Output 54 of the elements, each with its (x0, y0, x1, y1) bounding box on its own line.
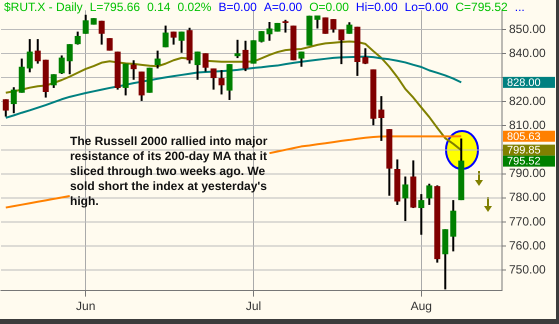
candlestick (362, 47, 368, 66)
x-tick-label: Jul (246, 299, 262, 314)
y-tick-label: 780.00 (509, 190, 546, 204)
candlestick (426, 182, 432, 206)
candlestick (138, 70, 145, 102)
candlestick (314, 14, 320, 30)
candlestick (330, 18, 336, 34)
candlestick (346, 21, 352, 35)
y-tick-label: 820.00 (509, 94, 546, 108)
text: L=795.66 0.14 0.02% B=0.00 A=0.00 O=0.00 Hi=0.00 Lo=0.00 C=795.52 ... (90, 0, 525, 14)
text: 828.00 (507, 76, 541, 89)
y-tick-label: 840.00 (509, 46, 546, 60)
candlestick (50, 73, 57, 89)
chart-title: $RUT.X - Daily (4, 0, 83, 14)
candlestick (378, 95, 384, 142)
y-tick-label: 790.00 (509, 166, 546, 180)
candlestick (130, 59, 137, 81)
candlestick (106, 37, 113, 52)
y-tick-label: 750.00 (509, 262, 546, 276)
candlestick (82, 14, 89, 35)
candlestick (98, 20, 105, 46)
y-tick-label: 770.00 (509, 214, 546, 228)
candlestick (418, 193, 424, 236)
candlestick (58, 54, 65, 75)
x-tick-label: Aug (410, 299, 432, 314)
candlestick (10, 86, 17, 114)
candlestick (298, 50, 304, 68)
candlestick (26, 38, 33, 74)
candlestick (242, 40, 249, 72)
candlestick (162, 24, 169, 48)
candlestick (210, 67, 217, 91)
candlestick (282, 18, 288, 34)
y-tick-label: 810.00 (509, 118, 546, 132)
annotation: The Russell 2000 rallied into major resistance of its 200-day MA that it sliced through two weeks ago. We sold short the index at yesterday's high. (70, 134, 268, 209)
candlestick (194, 50, 201, 81)
candlestick (74, 30, 81, 46)
candlestick (266, 20, 272, 42)
x-tick-label: Jun (76, 299, 96, 314)
candlestick (258, 30, 264, 44)
candlestick (154, 50, 161, 70)
candlestick (178, 30, 185, 54)
candlestick (66, 43, 73, 76)
text: 795.52 (507, 156, 541, 168)
text: 799.85 (507, 144, 541, 157)
candlestick (322, 16, 328, 35)
candlestick (218, 69, 225, 96)
candlestick (202, 52, 209, 73)
y-tick-label: 760.00 (509, 238, 546, 252)
candlestick (2, 98, 9, 118)
candlestick (402, 176, 408, 222)
text: 805.63 (507, 130, 541, 143)
candlestick (170, 30, 177, 46)
y-tick-label: 850.00 (509, 22, 546, 36)
candlestick (338, 28, 344, 66)
